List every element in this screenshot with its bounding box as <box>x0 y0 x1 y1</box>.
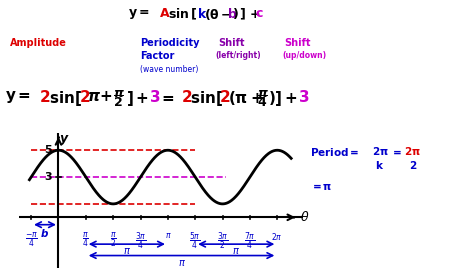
Text: $\dfrac{-\pi}{4}$: $\dfrac{-\pi}{4}$ <box>25 231 38 249</box>
Text: y: y <box>60 132 68 145</box>
Text: Factor: Factor <box>140 51 174 62</box>
Text: $\mathbf{k}$: $\mathbf{k}$ <box>375 159 384 170</box>
Text: $\mathbf{b}$: $\mathbf{b}$ <box>227 7 237 21</box>
Text: $\mathbf{A}$: $\mathbf{A}$ <box>159 7 170 20</box>
Text: $\dfrac{7\pi}{4}$: $\dfrac{7\pi}{4}$ <box>244 231 255 251</box>
Text: $\pi$: $\pi$ <box>123 246 131 256</box>
Text: $\mathbf{ = }$: $\mathbf{ = }$ <box>159 89 175 104</box>
Text: $\pi$: $\pi$ <box>232 246 240 256</box>
Text: $\mathbf{)\,]\,+}$: $\mathbf{)\,]\,+}$ <box>232 7 262 22</box>
Text: $\mathbf{\overline{2}}$: $\mathbf{\overline{2}}$ <box>113 95 124 110</box>
Text: $\mathbf{= \pi}$: $\mathbf{= \pi}$ <box>310 182 333 192</box>
Text: $\pi$: $\pi$ <box>164 231 171 240</box>
Text: $\mathbf{y = }$: $\mathbf{y = }$ <box>5 89 31 105</box>
Text: (left/right): (left/right) <box>216 51 261 60</box>
Text: $\boldsymbol{\pi}$: $\boldsymbol{\pi}$ <box>113 87 125 100</box>
Text: $\mathbf{] + }$: $\mathbf{] + }$ <box>126 89 149 108</box>
Text: (up/down): (up/down) <box>282 51 326 60</box>
Text: $\dfrac{3\pi}{2}$: $\dfrac{3\pi}{2}$ <box>217 231 228 251</box>
Text: $\mathbf{2}$: $\mathbf{2}$ <box>79 89 90 105</box>
Text: $\mathbf{2}$: $\mathbf{2}$ <box>219 89 230 105</box>
Text: b: b <box>41 229 48 239</box>
Text: $\mathbf{sin\,[}$: $\mathbf{sin\,[}$ <box>168 7 198 22</box>
Text: $\mathbf{(\theta - }$: $\mathbf{(\theta - }$ <box>204 7 232 22</box>
Text: $\mathbf{y = }$: $\mathbf{y = }$ <box>128 7 150 21</box>
Text: $\mathbf{2\pi}$: $\mathbf{2\pi}$ <box>404 145 420 157</box>
Text: 3: 3 <box>45 172 52 182</box>
Text: $\mathbf{Period = }$: $\mathbf{Period = }$ <box>310 146 360 158</box>
Text: $\mathbf{2}$: $\mathbf{2}$ <box>409 159 417 170</box>
Text: $\pi$: $\pi$ <box>178 257 185 267</box>
Text: $\mathbf{2}$: $\mathbf{2}$ <box>39 89 50 105</box>
Text: $\mathbf{=}$: $\mathbf{=}$ <box>390 146 401 156</box>
Text: $\dfrac{5\pi}{4}$: $\dfrac{5\pi}{4}$ <box>190 231 201 251</box>
Text: Amplitude: Amplitude <box>9 38 66 48</box>
Text: $\dfrac{\pi}{4}$: $\dfrac{\pi}{4}$ <box>82 231 89 249</box>
Text: $\mathbf{\overline{4}}$: $\mathbf{\overline{4}}$ <box>257 95 268 110</box>
Text: $\mathbf{2}$: $\mathbf{2}$ <box>181 89 192 105</box>
Text: $\mathbf{sin[}$: $\mathbf{sin[}$ <box>190 89 223 108</box>
Text: $\theta$: $\theta$ <box>300 210 309 224</box>
Text: (wave number): (wave number) <box>140 65 198 74</box>
Text: $\dfrac{3\pi}{4}$: $\dfrac{3\pi}{4}$ <box>135 231 146 251</box>
Text: $\dfrac{\pi}{2}$: $\dfrac{\pi}{2}$ <box>110 231 117 249</box>
Text: $\mathbf{)] + }$: $\mathbf{)] + }$ <box>268 89 298 108</box>
Text: $\mathbf{sin[}$: $\mathbf{sin[}$ <box>49 89 82 108</box>
Text: 5: 5 <box>45 145 52 155</box>
Text: $\boldsymbol{\pi}$: $\boldsymbol{\pi}$ <box>257 87 269 100</box>
Text: $\mathbf{c}$: $\mathbf{c}$ <box>255 7 264 20</box>
Text: $\mathbf{3}$: $\mathbf{3}$ <box>298 89 309 105</box>
Text: $\boldsymbol{\pi}$$\mathbf{ + }$: $\boldsymbol{\pi}$$\mathbf{ + }$ <box>87 89 112 104</box>
Text: Periodicity: Periodicity <box>140 38 200 48</box>
Text: $\mathbf{k}$: $\mathbf{k}$ <box>197 7 207 21</box>
Text: $\mathbf{3}$: $\mathbf{3}$ <box>149 89 161 105</box>
Text: Shift: Shift <box>284 38 311 48</box>
Text: $\mathbf{2\pi}$: $\mathbf{2\pi}$ <box>372 145 389 157</box>
Text: $2\pi$: $2\pi$ <box>272 231 283 242</box>
Text: $\mathbf{(\pi + }$: $\mathbf{(\pi + }$ <box>228 89 263 107</box>
Text: Shift: Shift <box>218 38 245 48</box>
